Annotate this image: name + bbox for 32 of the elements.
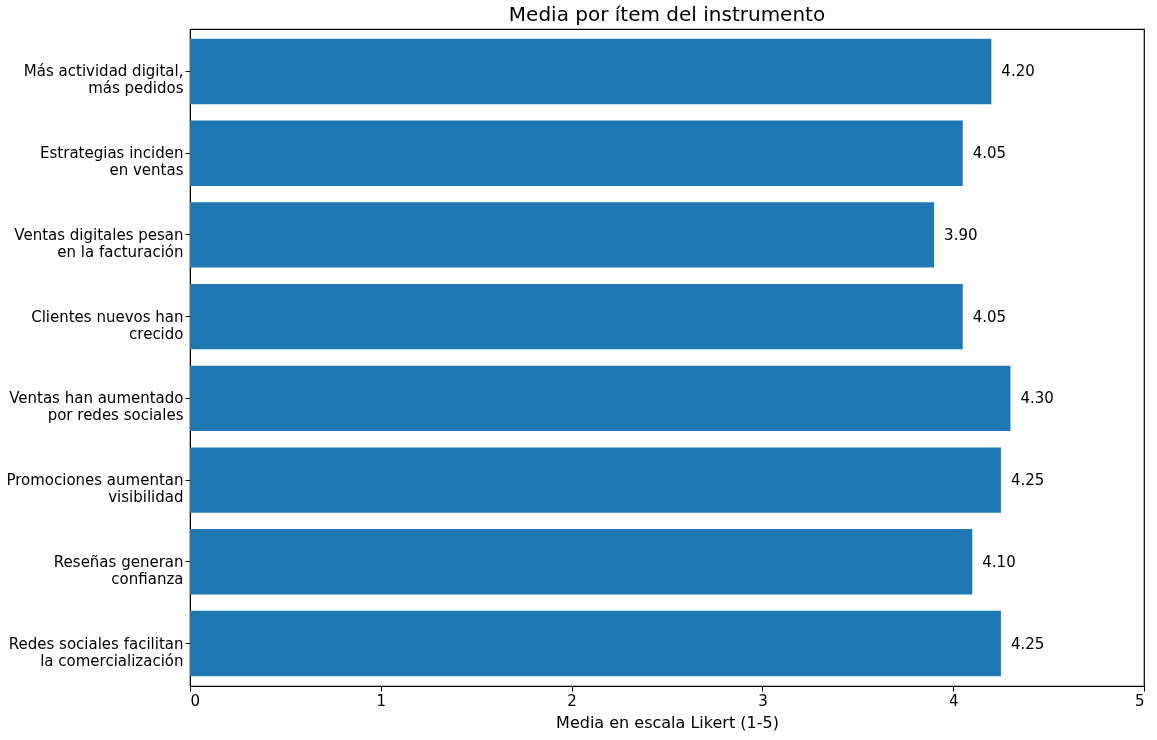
y-tick-label: Estrategias inciden en ventas [40,144,184,180]
data-label: 4.30 [1020,389,1054,408]
y-tick-label: Más actividad digital, más pedidos [23,62,184,98]
y-tick-label: Ventas digitales pesan en la facturación [14,225,184,261]
y-tick-label: Ventas han aumentado por redes sociales [9,389,184,425]
x-tick-label: 3 [758,691,768,710]
y-tick-label: Promociones aumentan visibilidad [6,471,184,507]
data-label: 4.05 [972,144,1007,163]
data-label: 4.25 [1010,634,1045,653]
data-label: 4.05 [972,307,1007,326]
data-label: 4.25 [1010,471,1045,490]
data-label: 4.20 [1001,62,1035,81]
x-tick-label: 4 [948,691,959,710]
chart-title: Media por ítem del instrumento [508,2,826,26]
bar [190,283,963,350]
x-tick-label: 5 [1134,691,1145,710]
bar [190,610,1001,677]
y-tick-label: Reseñas generan confianza [53,552,184,588]
x-tick-label: 1 [376,691,387,710]
x-axis-title: Media en escala Likert (1-5) [556,712,779,732]
data-label: 4.10 [982,552,1016,571]
x-tick-label: 2 [567,691,577,710]
y-tick-label: Redes sociales facilitan la comercialización [8,634,184,670]
bar [190,447,1001,513]
data-label: 3.90 [944,225,978,244]
bar [190,365,1011,432]
y-tick-label: Clientes nuevos han crecido [31,307,184,343]
bar [190,120,963,186]
bar [190,38,992,105]
x-tick-label: 0 [190,691,201,710]
bar [190,202,935,268]
bar [190,529,973,595]
